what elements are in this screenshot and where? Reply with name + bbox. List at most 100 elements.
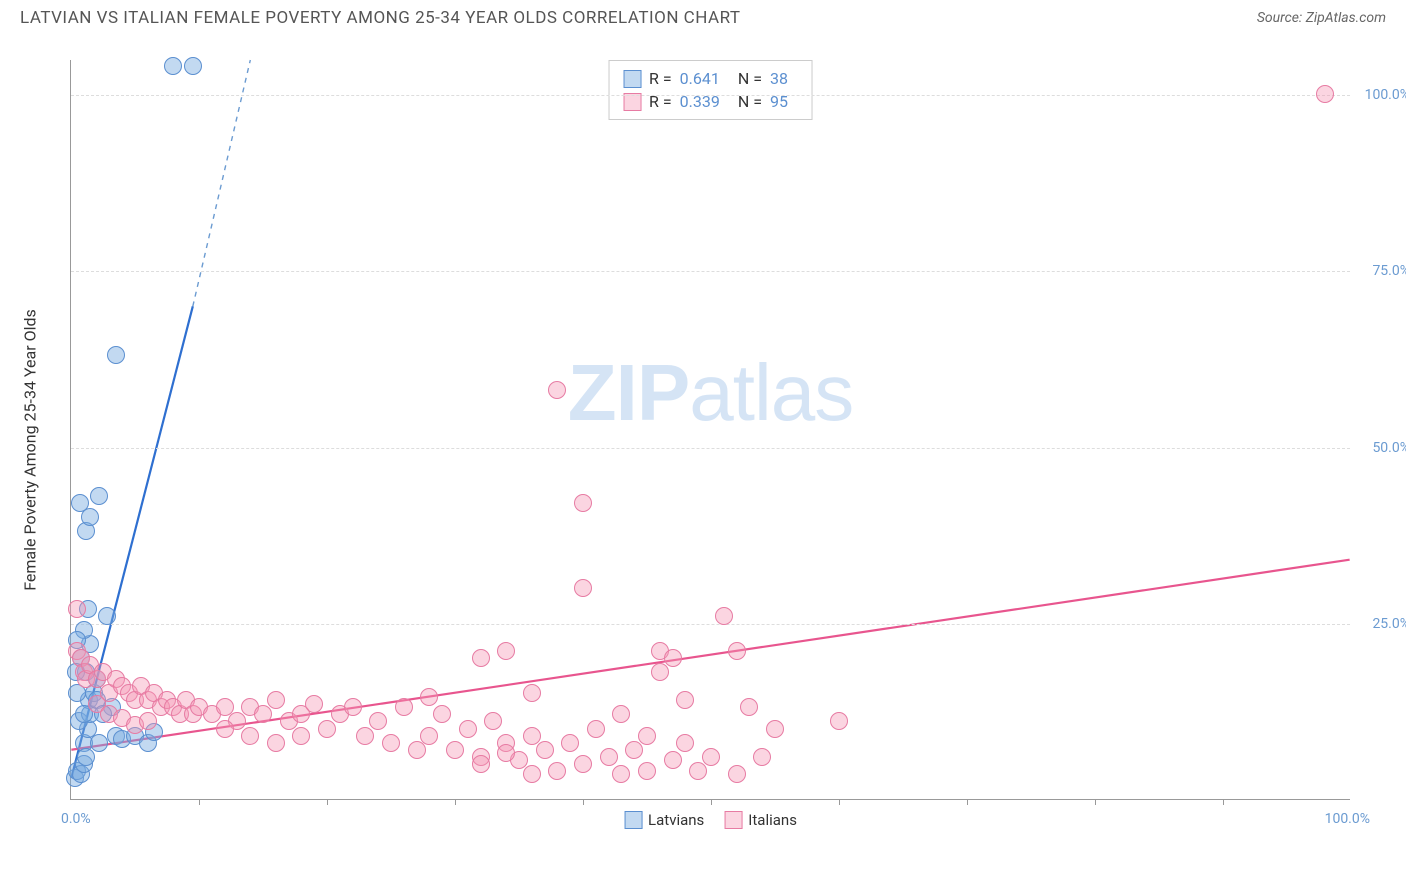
chart-area: Female Poverty Among 25-34 Year Olds ZIP… <box>50 50 1388 850</box>
scatter-point-italians <box>382 734 400 752</box>
scatter-point-italians <box>548 762 566 780</box>
trend-lines-layer <box>71 60 1350 799</box>
scatter-point-italians <box>344 698 362 716</box>
source-name: ZipAtlas.com <box>1306 10 1386 26</box>
scatter-point-latvians <box>77 748 95 766</box>
scatter-point-italians <box>676 691 694 709</box>
legend-swatch-latvians <box>624 811 642 829</box>
chart-title: LATVIAN VS ITALIAN FEMALE POVERTY AMONG … <box>20 8 741 28</box>
source-prefix: Source: <box>1257 10 1306 26</box>
x-tick <box>1095 799 1096 805</box>
scatter-point-latvians <box>184 57 202 75</box>
scatter-point-italians <box>600 748 618 766</box>
plot-region: ZIPatlas R =0.641N =38R =0.339N =95 0.0%… <box>70 60 1350 800</box>
scatter-point-italians <box>446 741 464 759</box>
y-tick-label: 100.0% <box>1365 87 1406 103</box>
scatter-point-italians <box>740 698 758 716</box>
scatter-point-italians <box>318 720 336 738</box>
scatter-point-latvians <box>90 734 108 752</box>
x-axis-max-label: 100.0% <box>1325 811 1370 827</box>
scatter-point-latvians <box>90 487 108 505</box>
scatter-point-italians <box>548 381 566 399</box>
scatter-point-italians <box>459 720 477 738</box>
x-tick <box>583 799 584 805</box>
watermark: ZIPatlas <box>568 347 853 439</box>
scatter-point-latvians <box>98 607 116 625</box>
trend-line-extrapolation-latvians <box>193 60 251 306</box>
scatter-point-latvians <box>71 494 89 512</box>
scatter-point-italians <box>574 494 592 512</box>
scatter-point-italians <box>395 698 413 716</box>
x-tick <box>711 799 712 805</box>
gridline-horizontal <box>71 448 1350 449</box>
scatter-point-italians <box>1316 85 1334 103</box>
n-label: N = <box>738 69 762 88</box>
x-tick <box>1223 799 1224 805</box>
scatter-point-italians <box>651 663 669 681</box>
x-tick <box>455 799 456 805</box>
y-tick-label: 50.0% <box>1372 440 1406 456</box>
scatter-point-italians <box>408 741 426 759</box>
r-value: 0.641 <box>680 69 720 88</box>
x-tick <box>327 799 328 805</box>
scatter-point-latvians <box>107 346 125 364</box>
stats-row-latvians: R = 0.641 N = 38 <box>623 67 798 90</box>
scatter-point-italians <box>574 579 592 597</box>
y-tick-label: 75.0% <box>1372 263 1406 279</box>
scatter-point-italians <box>356 727 374 745</box>
x-tick <box>967 799 968 805</box>
y-axis-label: Female Poverty Among 25-34 Year Olds <box>21 309 40 591</box>
scatter-point-italians <box>612 705 630 723</box>
watermark-rest: atlas <box>689 348 853 437</box>
scatter-point-italians <box>484 712 502 730</box>
scatter-point-italians <box>305 695 323 713</box>
scatter-point-italians <box>497 642 515 660</box>
scatter-point-italians <box>587 720 605 738</box>
n-value: 38 <box>770 69 788 88</box>
scatter-point-italians <box>561 734 579 752</box>
scatter-point-italians <box>433 705 451 723</box>
scatter-point-italians <box>689 762 707 780</box>
source-attribution: Source: ZipAtlas.com <box>1257 10 1386 26</box>
scatter-point-italians <box>472 649 490 667</box>
stats-row-italians: R =0.339N =95 <box>623 90 798 113</box>
scatter-point-italians <box>267 691 285 709</box>
scatter-point-italians <box>369 712 387 730</box>
scatter-point-italians <box>267 734 285 752</box>
legend-item-italians: Italians <box>724 811 797 829</box>
legend-swatch-latvians <box>623 70 641 88</box>
legend-item-latvians: Latvians <box>624 811 704 829</box>
scatter-point-italians <box>753 748 771 766</box>
r-label: R = <box>649 69 672 88</box>
scatter-point-italians <box>830 712 848 730</box>
x-axis-min-label: 0.0% <box>61 811 91 827</box>
scatter-point-italians <box>536 741 554 759</box>
scatter-point-italians <box>612 765 630 783</box>
series-legend: Latvians Italians <box>624 811 797 829</box>
scatter-point-italians <box>664 649 682 667</box>
scatter-point-italians <box>292 727 310 745</box>
scatter-point-italians <box>702 748 720 766</box>
scatter-point-italians <box>676 734 694 752</box>
scatter-point-italians <box>574 755 592 773</box>
gridline-horizontal <box>71 95 1350 96</box>
scatter-point-italians <box>664 751 682 769</box>
scatter-point-italians <box>523 684 541 702</box>
gridline-horizontal <box>71 624 1350 625</box>
scatter-point-italians <box>254 705 272 723</box>
scatter-point-italians <box>766 720 784 738</box>
legend-label: Italians <box>748 811 797 829</box>
scatter-point-italians <box>638 762 656 780</box>
scatter-point-latvians <box>164 57 182 75</box>
y-tick-label: 25.0% <box>1372 616 1406 632</box>
scatter-point-italians <box>638 727 656 745</box>
scatter-point-italians <box>472 755 490 773</box>
scatter-point-italians <box>715 607 733 625</box>
scatter-point-italians <box>420 727 438 745</box>
scatter-point-italians <box>523 765 541 783</box>
scatter-point-italians <box>68 600 86 618</box>
watermark-bold: ZIP <box>568 348 689 437</box>
scatter-point-italians <box>420 688 438 706</box>
scatter-point-italians <box>497 744 515 762</box>
scatter-point-italians <box>625 741 643 759</box>
